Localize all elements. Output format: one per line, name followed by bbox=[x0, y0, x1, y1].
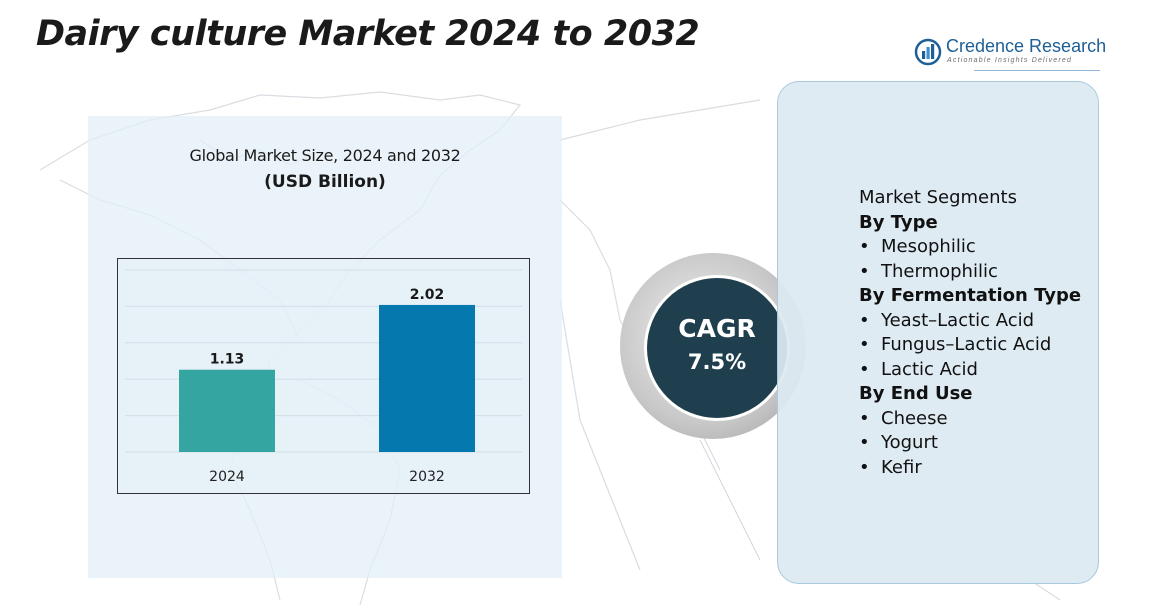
logo-bars-icon bbox=[914, 38, 942, 66]
segment-item: • Lactic Acid bbox=[859, 358, 978, 380]
segment-item-label: Kefir bbox=[881, 456, 922, 478]
segment-item: • Fungus–Lactic Acid bbox=[859, 334, 1052, 355]
segment-item-label: Yogurt bbox=[881, 432, 938, 453]
data-label-2032: 2.02 bbox=[410, 287, 445, 303]
page-title: Dairy culture Market 2024 to 2032 bbox=[36, 14, 700, 54]
x-tick-label-2024: 2024 bbox=[209, 469, 245, 485]
segment-item-label: Mesophilic bbox=[881, 236, 976, 257]
chart-title: Global Market Size, 2024 and 2032 bbox=[189, 146, 461, 165]
segment-item-label: Thermophilic bbox=[881, 260, 998, 282]
segment-item: • Mesophilic bbox=[859, 236, 976, 257]
x-tick-label-2032: 2032 bbox=[409, 469, 445, 485]
bar-2032 bbox=[379, 304, 475, 452]
segment-item-label: Lactic Acid bbox=[881, 358, 978, 380]
data-label-2024: 1.13 bbox=[210, 352, 245, 368]
segment-item-label: Fungus–Lactic Acid bbox=[881, 334, 1052, 355]
credence-research-logo[interactable]: Credence Research Actionable Insights De… bbox=[914, 36, 1106, 71]
segments-list: Market Segments By Type • Mesophilic • The… bbox=[859, 186, 1099, 480]
cagr-value: 7.5% bbox=[687, 350, 747, 374]
segment-group-type: By Type bbox=[859, 211, 938, 233]
segment-group-fermentation: By Fermentation Type bbox=[859, 285, 1082, 306]
segment-item: • Kefir bbox=[859, 456, 922, 478]
segment-item: • Yeast–Lactic Acid bbox=[859, 309, 1035, 331]
segment-item: • Thermophilic bbox=[859, 260, 998, 282]
segment-group-end-use: By End Use bbox=[859, 383, 973, 404]
bar-chart: 1.13 2024 2.02 2032 bbox=[125, 269, 522, 485]
bar-2024 bbox=[179, 369, 275, 452]
segments-panel bbox=[777, 81, 1099, 584]
segments-heading: Market Segments bbox=[859, 187, 1017, 208]
segment-item-label: Cheese bbox=[881, 407, 948, 429]
logo-name: Credence Research bbox=[946, 36, 1107, 56]
cagr-badge: CAGR 7.5% bbox=[647, 278, 787, 418]
chart-unit-label: (USD Billion) bbox=[264, 172, 386, 192]
segment-item: • Cheese bbox=[859, 407, 948, 429]
logo-tagline: Actionable Insights Delivered bbox=[947, 57, 1073, 64]
segment-item: • Yogurt bbox=[859, 432, 938, 453]
logo-underline bbox=[974, 70, 1100, 71]
cagr-label: CAGR bbox=[678, 314, 756, 343]
segment-item-label: Yeast–Lactic Acid bbox=[881, 309, 1035, 331]
